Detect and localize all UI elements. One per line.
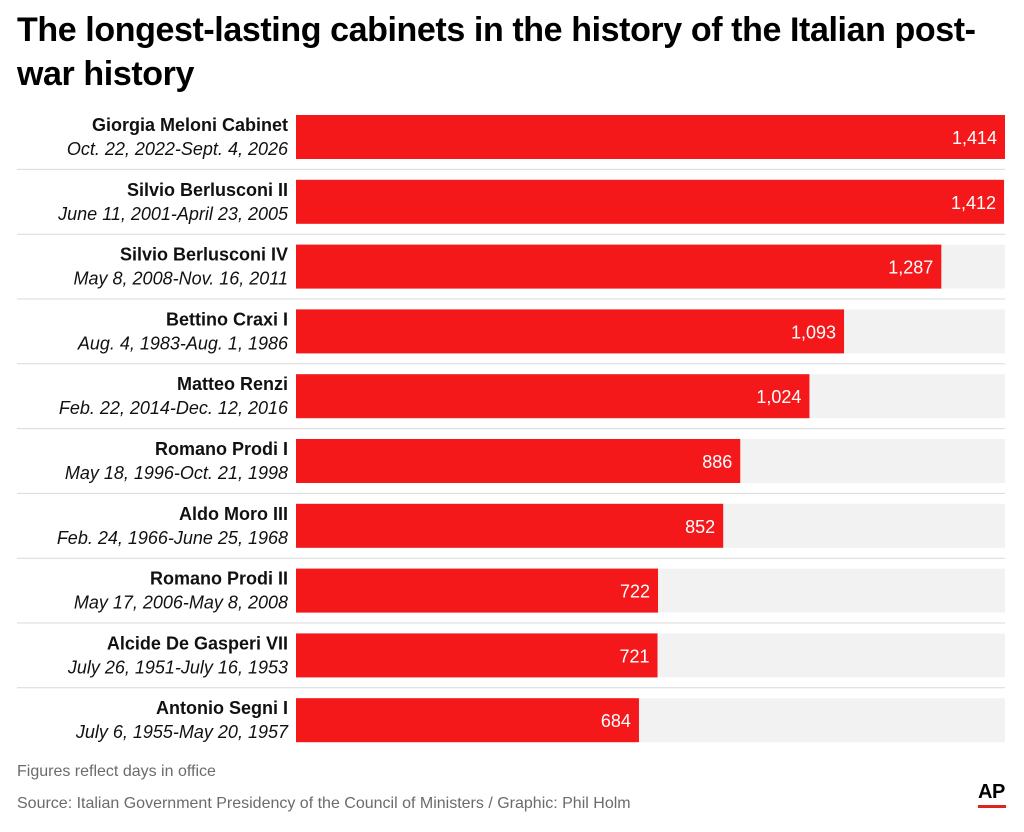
category-date-range: Feb. 24, 1966-June 25, 1968 (57, 528, 288, 548)
category-label: Alcide De Gasperi VII (107, 633, 288, 653)
bar (296, 568, 659, 613)
bar (296, 698, 639, 743)
category-label: Romano Prodi I (155, 439, 288, 459)
category-date-range: May 8, 2008-Nov. 16, 2011 (74, 269, 288, 289)
bar-value-label: 1,412 (951, 193, 996, 213)
bar-chart: 1,414 Giorgia Meloni Cabinet Oct. 22, 2022… (17, 115, 1005, 743)
bar (296, 633, 658, 678)
category-date-range: Aug. 4, 1983-Aug. 1, 1986 (77, 333, 289, 353)
category-date-range: Feb. 22, 2014-Dec. 12, 2016 (59, 398, 289, 418)
category-label: Giorgia Meloni Cabinet (92, 115, 288, 135)
ap-logo: AP (978, 781, 1005, 803)
bar-value-label: 722 (620, 582, 650, 602)
chart-title: The longest-lasting cabinets in the hist… (17, 11, 976, 93)
bar (296, 244, 942, 289)
bar (296, 115, 1005, 159)
bar-value-label: 684 (601, 711, 631, 731)
source-credit: Source: Italian Government Presidency of… (17, 795, 631, 812)
category-label: Matteo Renzi (177, 374, 288, 394)
category-date-range: July 26, 1951-July 16, 1953 (67, 657, 288, 677)
bar-value-label: 852 (685, 517, 715, 537)
bar (296, 439, 741, 483)
category-label: Antonio Segni I (156, 698, 288, 718)
bar (296, 374, 810, 419)
bar-value-label: 1,287 (888, 258, 933, 278)
bar (296, 503, 724, 548)
category-date-range: June 11, 2001-April 23, 2005 (57, 204, 289, 224)
bar (296, 309, 845, 354)
category-label: Aldo Moro III (179, 504, 288, 524)
ap-logo-accent (978, 805, 1006, 808)
category-date-range: May 17, 2006-May 8, 2008 (74, 593, 288, 613)
category-label: Bettino Craxi I (166, 309, 288, 329)
bar-value-label: 1,024 (756, 387, 801, 407)
category-label: Silvio Berlusconi IV (120, 245, 288, 265)
category-label: Silvio Berlusconi II (127, 180, 288, 200)
bar-value-label: 1,093 (791, 322, 836, 342)
chart-note: Figures reflect days in office (17, 763, 216, 780)
category-date-range: July 6, 1955-May 20, 1957 (75, 722, 289, 742)
bar-value-label: 721 (619, 646, 649, 666)
bar-value-label: 1,414 (952, 128, 997, 148)
category-label: Romano Prodi II (150, 569, 288, 589)
bar-value-label: 886 (702, 452, 732, 472)
category-date-range: Oct. 22, 2022-Sept. 4, 2026 (67, 139, 289, 159)
category-date-range: May 18, 1996-Oct. 21, 1998 (65, 463, 288, 483)
bar (296, 179, 1004, 224)
